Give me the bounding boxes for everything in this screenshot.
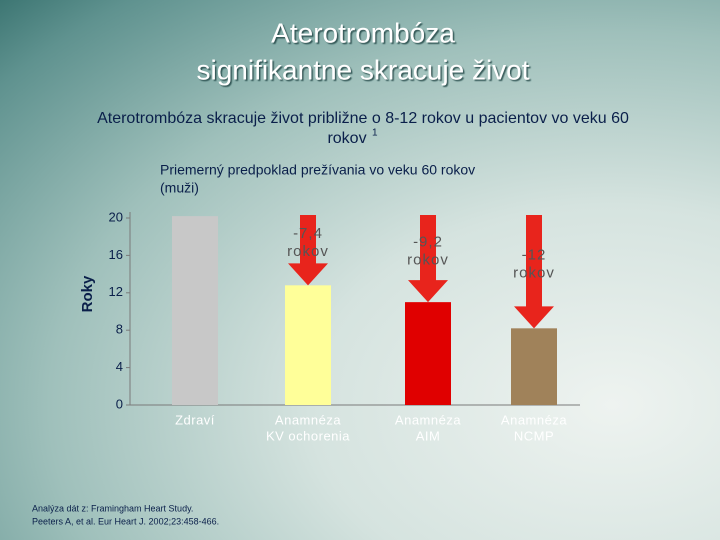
- chart-title-line: (muži): [160, 180, 199, 196]
- annotation: -9,2: [413, 234, 443, 251]
- x-tick-label: Zdraví: [175, 412, 215, 427]
- x-tick-label: Anamnéza: [275, 412, 341, 427]
- source-line: Peeters A, et al. Eur Heart J. 2002;23:4…: [32, 516, 219, 526]
- annotation: rokov: [407, 252, 449, 269]
- title-line: signifikantne skracuje život: [196, 54, 529, 85]
- arrow: [288, 215, 328, 286]
- bar: [511, 328, 557, 405]
- y-tick-label: 0: [116, 396, 123, 411]
- x-tick-label: Anamnéza: [395, 412, 461, 427]
- subtitle-line: rokov: [327, 130, 366, 147]
- annotation: -12: [522, 247, 547, 264]
- bar: [285, 285, 331, 405]
- bar: [405, 302, 451, 405]
- y-tick-label: 8: [116, 322, 123, 337]
- subtitle-line: Aterotrombóza skracuje život približne o…: [97, 110, 629, 127]
- source-line: Analýza dát z: Framingham Heart Study.: [32, 503, 193, 513]
- x-tick-label: Anamnéza: [501, 412, 567, 427]
- arrow: [514, 215, 554, 329]
- bar: [172, 216, 218, 405]
- annotation: rokov: [287, 243, 329, 260]
- y-tick-label: 12: [109, 284, 123, 299]
- title-line: Aterotrombóza: [271, 17, 455, 48]
- x-tick-label: NCMP: [514, 428, 554, 443]
- arrow: [408, 215, 448, 303]
- chart-title-line: Priemerný predpoklad prežívania vo veku …: [160, 162, 475, 178]
- y-tick-label: 4: [116, 359, 123, 374]
- y-tick-label: 16: [109, 247, 123, 262]
- x-tick-label: AIM: [416, 428, 441, 443]
- footnote-mark: 1: [372, 128, 378, 139]
- y-tick-label: 20: [109, 209, 123, 224]
- annotation: rokov: [513, 265, 555, 282]
- x-tick-label: KV ochorenia: [266, 428, 350, 443]
- annotation: -7,4: [293, 225, 323, 242]
- y-axis-label: Roky: [79, 275, 96, 312]
